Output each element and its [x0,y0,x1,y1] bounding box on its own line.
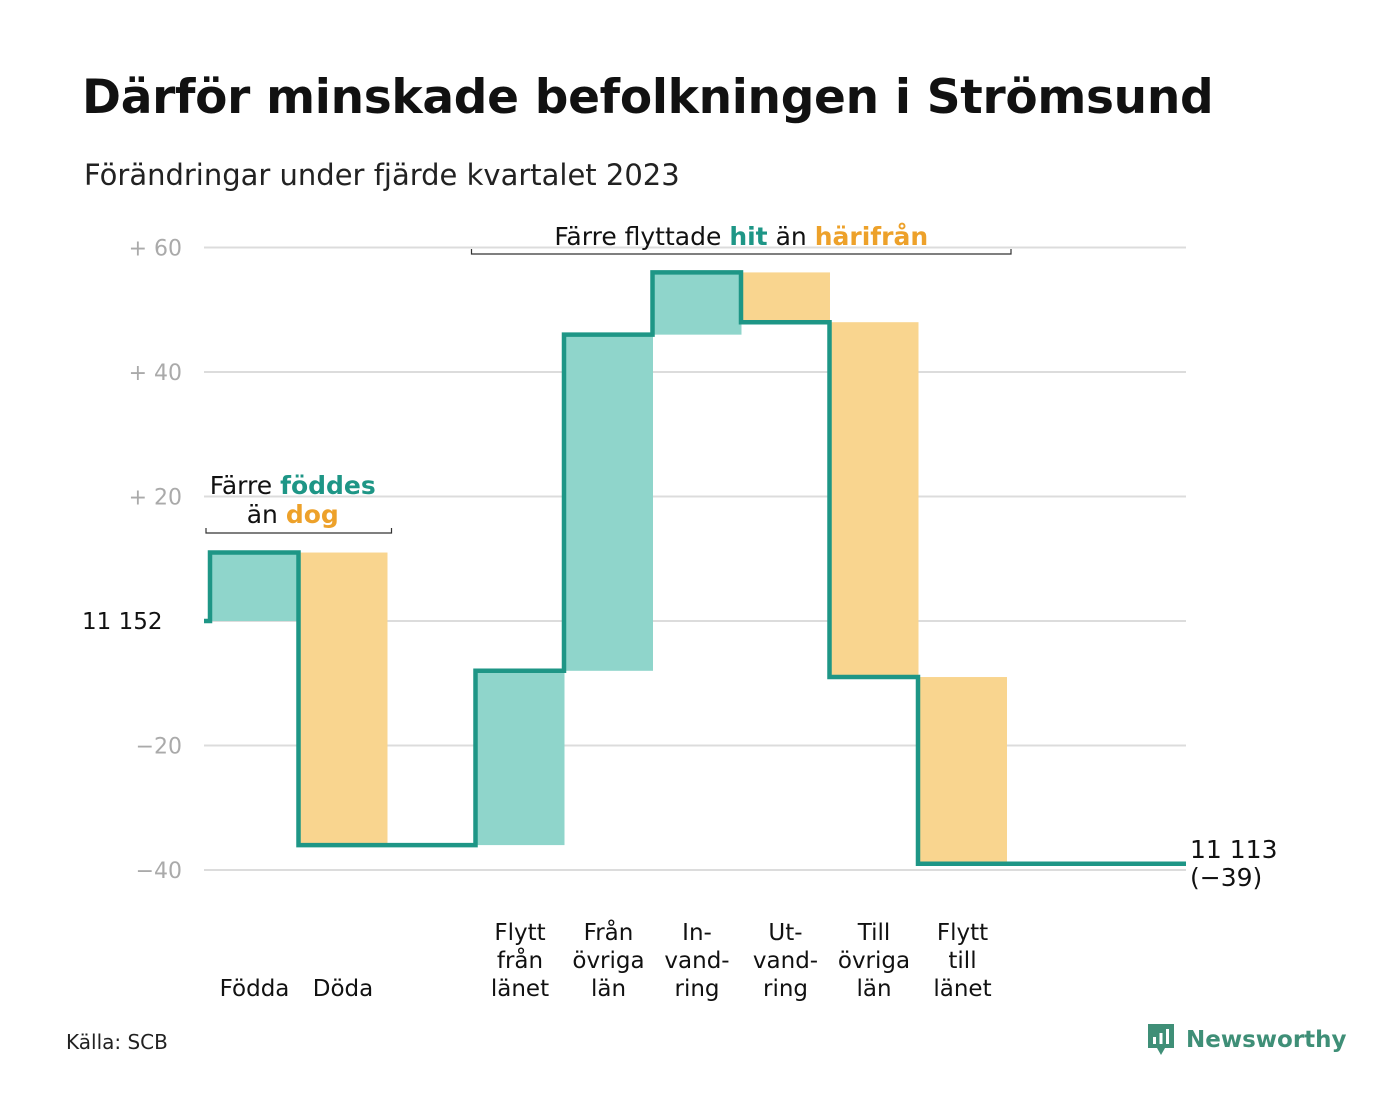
waterfall-bar [652,272,742,335]
y-tick-label: + 60 [129,237,182,262]
waterfall-bar [918,677,1007,864]
bars [210,272,1007,864]
waterfall-bar [210,552,299,621]
source-note: Källa: SCB [66,1030,168,1054]
step-line [204,270,1186,867]
category-label: länet [491,976,549,1002]
annotation-bracket [470,249,1012,255]
end-change-label: (−39) [1190,863,1262,892]
waterfall-bar [741,272,830,323]
category-label: Ut- [768,920,802,946]
category-label: ring [674,976,719,1002]
category-label: län [856,976,891,1002]
y-tick-label: + 40 [129,361,182,386]
category-label: till [948,948,976,974]
category-label: Från [584,918,634,946]
y-tick-label: + 20 [129,486,182,511]
category-label: övriga [838,948,910,974]
annotation: Färre flyttade hit än härifrån [470,222,1012,255]
category-label: vand- [664,948,729,974]
category-label: Döda [313,976,373,1002]
category-label: vand- [753,948,818,974]
category-label: länet [933,976,991,1002]
chart-subtitle: Förändringar under fjärde kvartalet 2023 [84,158,680,192]
category-label: In- [682,920,712,946]
newsworthy-icon [1148,1024,1174,1055]
waterfall-bar [564,334,653,671]
category-label: ring [763,976,808,1002]
category-label: Flytt [494,920,545,946]
y-tick-label: −40 [136,859,182,884]
baseline-value-label: 11 152 [82,609,162,635]
y-tick-label: −20 [136,735,182,760]
waterfall-bar [475,670,565,846]
waterfall-bar [829,322,919,678]
category-label: övriga [572,948,644,974]
newsworthy-logo: Newsworthy [1146,1022,1347,1058]
chart-title: Därför minskade befolkningen i Strömsund [82,70,1214,125]
annotation-bracket [205,528,393,534]
brand-name: Newsworthy [1186,1027,1347,1053]
end-value-label: 11 113 [1190,835,1277,864]
category-label: Födda [220,976,290,1002]
annotation-line: Färre föddes [210,471,376,500]
category-label: från [497,946,543,974]
category-label: Flytt [937,920,988,946]
waterfall-bar [298,552,388,846]
annotation-line: än dog [247,500,339,529]
category-label: Till [857,920,891,946]
category-label: län [591,976,626,1002]
annotation-line: Färre flyttade hit än härifrån [554,222,928,251]
step-line-layer [204,270,1186,867]
